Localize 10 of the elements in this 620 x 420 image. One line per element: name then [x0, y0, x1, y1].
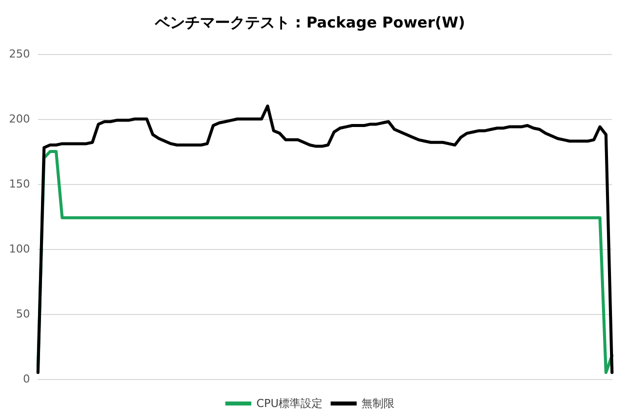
y-tick-label: 200 — [9, 112, 30, 126]
y-tick-label: 150 — [9, 178, 30, 190]
y-tick-label: 250 — [9, 48, 30, 60]
legend-label: 無制限 — [362, 397, 395, 410]
chart-title: ベンチマークテスト : Package Power(W) — [154, 14, 466, 32]
y-tick-label: 50 — [16, 308, 30, 320]
legend-label: CPU標準設定 — [256, 397, 323, 410]
y-tick-label: 0 — [23, 372, 30, 386]
y-tick-label: 100 — [9, 242, 30, 256]
line-series — [36, 104, 614, 374]
